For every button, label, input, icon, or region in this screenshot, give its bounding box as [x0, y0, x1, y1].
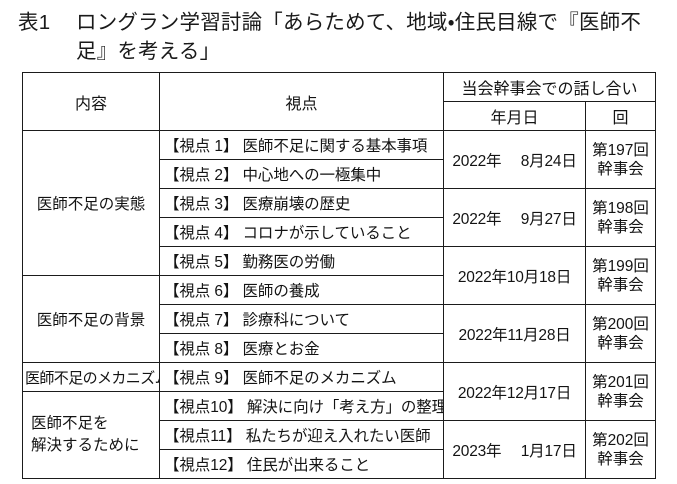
table-row: 【視点 7】 診療科について 2022年11月28日 第200回 幹事会: [23, 304, 657, 363]
viewpoint-tag: 【視点 6】: [164, 283, 239, 300]
viewpoint-cell: 【視点 9】 医師不足のメカニズム: [159, 362, 444, 392]
meeting-date-cell: 2022年 9月27日: [443, 188, 586, 247]
viewpoint-text: コロナが示していること: [238, 225, 412, 242]
longrun-table-container: 内容 視点 当会幹事会での話し合い 年月日 回 医師不足の実態 【視点 1】 医師…: [22, 72, 657, 479]
viewpoint-tag: 【視点 9】: [164, 370, 239, 387]
meeting-number-line2: 幹事会: [597, 392, 644, 410]
content-category-cell: 医師不足の実態: [22, 130, 160, 276]
viewpoint-cell: 【視点12】 住民が出来ること: [159, 449, 444, 479]
meeting-date-cell: 2022年12月17日: [443, 362, 586, 421]
viewpoint-cell: 【視点11】 私たちが迎え入れたい医師: [159, 420, 444, 450]
meeting-number-line1: 第197回: [592, 141, 649, 159]
meeting-number-cell: 第199回 幹事会: [584, 246, 657, 305]
caption-text-line-1: ロングラン学習討論「あらためて、地域・住民目線で『医師不: [76, 11, 642, 34]
meeting-number-line1: 第198回: [592, 199, 649, 217]
viewpoint-tag: 【視点 2】: [164, 167, 239, 184]
table-row: 医師不足の実態 【視点 1】 医師不足に関する基本事項 2022年 8月24日 第19…: [22, 130, 657, 276]
meeting-number-line2: 幹事会: [597, 276, 644, 294]
viewpoint-text: 医師不足に関する基本事項: [238, 138, 428, 155]
meeting-number-cell: 第197回 幹事会: [584, 130, 657, 189]
table-row: 医師不足のメカニズム 【視点 9】 医師不足のメカニズム 2022年12月17日 第2…: [22, 362, 657, 421]
table-body: 医師不足の実態 【視点 1】 医師不足に関する基本事項 2022年 8月24日 第19…: [22, 130, 657, 479]
viewpoint-text: 医師の養成: [238, 283, 320, 300]
header-row-top: 内容 視点 当会幹事会での話し合い: [22, 72, 657, 131]
table-row: 【視点12】 住民が出来ること: [23, 449, 656, 479]
viewpoint-text: 医師不足のメカニズム: [238, 370, 397, 387]
viewpoint-tag: 【視点 7】: [164, 312, 239, 329]
meeting-number-line2: 幹事会: [597, 160, 644, 178]
viewpoint-cell: 【視点 3】 医療崩壊の歴史: [159, 188, 444, 218]
viewpoint-cell: 【視点 8】 医療とお金: [159, 333, 444, 363]
viewpoint-text: 解決に向け「考え方」の整理: [242, 399, 444, 416]
viewpoint-text: 勤務医の労働: [238, 254, 336, 271]
caption-line-1: 表1 ロングラン学習討論「あらためて、地域・住民目線で『医師不: [18, 8, 663, 37]
table-row: 医師不足を 解決するために 【視点10】 解決に向け「考え方」の整理: [22, 391, 656, 479]
viewpoint-tag: 【視点11】: [164, 428, 242, 445]
viewpoint-tag: 【視点 5】: [164, 254, 239, 271]
meeting-number-line2: 幹事会: [597, 218, 644, 236]
table-row: 【視点 8】 医療とお金: [23, 333, 656, 363]
meeting-date-cell: 2022年11月28日: [443, 304, 586, 363]
table-row: 【視点 5】 勤務医の労働 2022年10月18日 第199回 幹事会: [23, 246, 657, 305]
header-row-bottom: 年月日 回: [23, 101, 657, 131]
meeting-number-line1: 第199回: [592, 257, 649, 275]
header-content: 内容: [22, 72, 160, 131]
longrun-discussion-table: 内容 視点 当会幹事会での話し合い 年月日 回 医師不足の実態 【視点 1】 医師…: [22, 72, 657, 479]
viewpoint-tag: 【視点 3】: [164, 196, 239, 213]
content-category-cell: 医師不足の背景: [22, 275, 160, 363]
table-row: 【視点 4】 コロナが示していること: [23, 217, 656, 247]
meeting-number-line1: 第200回: [592, 315, 649, 333]
table-row: 【視点11】 私たちが迎え入れたい医師 2023年 1月17日 第202回 幹事会: [23, 420, 657, 479]
meeting-number-line1: 第202回: [592, 431, 649, 449]
viewpoint-text: 医療とお金: [238, 341, 320, 358]
viewpoint-tag: 【視点10】: [164, 399, 243, 416]
viewpoint-text: 医療崩壊の歴史: [238, 196, 351, 213]
meeting-number-line2: 幹事会: [597, 334, 644, 352]
content-category-cell: 医師不足を 解決するために: [22, 391, 160, 479]
meeting-number-line1: 第201回: [592, 373, 649, 391]
viewpoint-tag: 【視点 1】: [164, 138, 239, 155]
meeting-number-cell: 第198回 幹事会: [584, 188, 657, 247]
table-caption: 表1 ロングラン学習討論「あらためて、地域・住民目線で『医師不 足』を考える」: [18, 8, 663, 66]
meeting-date-cell: 2022年10月18日: [443, 246, 586, 305]
viewpoint-text: 診療科について: [238, 312, 350, 329]
meeting-number-line2: 幹事会: [597, 450, 644, 468]
caption-number: 表1: [18, 11, 51, 34]
header-date: 年月日: [443, 101, 586, 131]
meeting-date-cell: 2022年 8月24日: [443, 130, 586, 189]
table-header: 内容 視点 当会幹事会での話し合い 年月日 回: [22, 72, 657, 131]
viewpoint-text: 私たちが迎え入れたい医師: [241, 428, 431, 445]
header-viewpoint: 視点: [159, 72, 444, 131]
meeting-date-cell: 2023年 1月17日: [443, 420, 586, 479]
viewpoint-text: 中心地への一極集中: [238, 167, 382, 184]
caption-line-2: 足』を考える」: [18, 37, 663, 66]
header-times: 回: [584, 101, 657, 131]
viewpoint-cell: 【視点 7】 診療科について: [159, 304, 444, 334]
content-category-cell: 医師不足のメカニズム: [22, 362, 160, 392]
viewpoint-tag: 【視点 4】: [164, 225, 239, 242]
meeting-number-cell: 第200回 幹事会: [584, 304, 657, 363]
table-row: 【視点 3】 医療崩壊の歴史 2022年 9月27日 第198回 幹事会: [23, 188, 657, 247]
viewpoint-cell: 【視点 1】 医師不足に関する基本事項: [159, 130, 444, 160]
viewpoint-cell: 【視点 5】 勤務医の労働: [159, 246, 444, 276]
viewpoint-cell: 【視点 2】 中心地への一極集中: [159, 159, 444, 189]
header-meeting-group: 当会幹事会での話し合い: [442, 72, 657, 102]
viewpoint-cell: 【視点 4】 コロナが示していること: [159, 217, 444, 247]
caption-text-line-2: 足』を考える」: [76, 40, 221, 63]
meeting-number-cell: 第201回 幹事会: [584, 362, 657, 421]
viewpoint-tag: 【視点 8】: [164, 341, 239, 358]
viewpoint-cell: 【視点 6】 医師の養成: [159, 275, 444, 305]
viewpoint-cell: 【視点10】 解決に向け「考え方」の整理: [159, 391, 444, 421]
viewpoint-text: 住民が出来ること: [242, 457, 371, 474]
viewpoint-tag: 【視点12】: [164, 457, 243, 474]
meeting-number-cell: 第202回 幹事会: [584, 420, 657, 479]
